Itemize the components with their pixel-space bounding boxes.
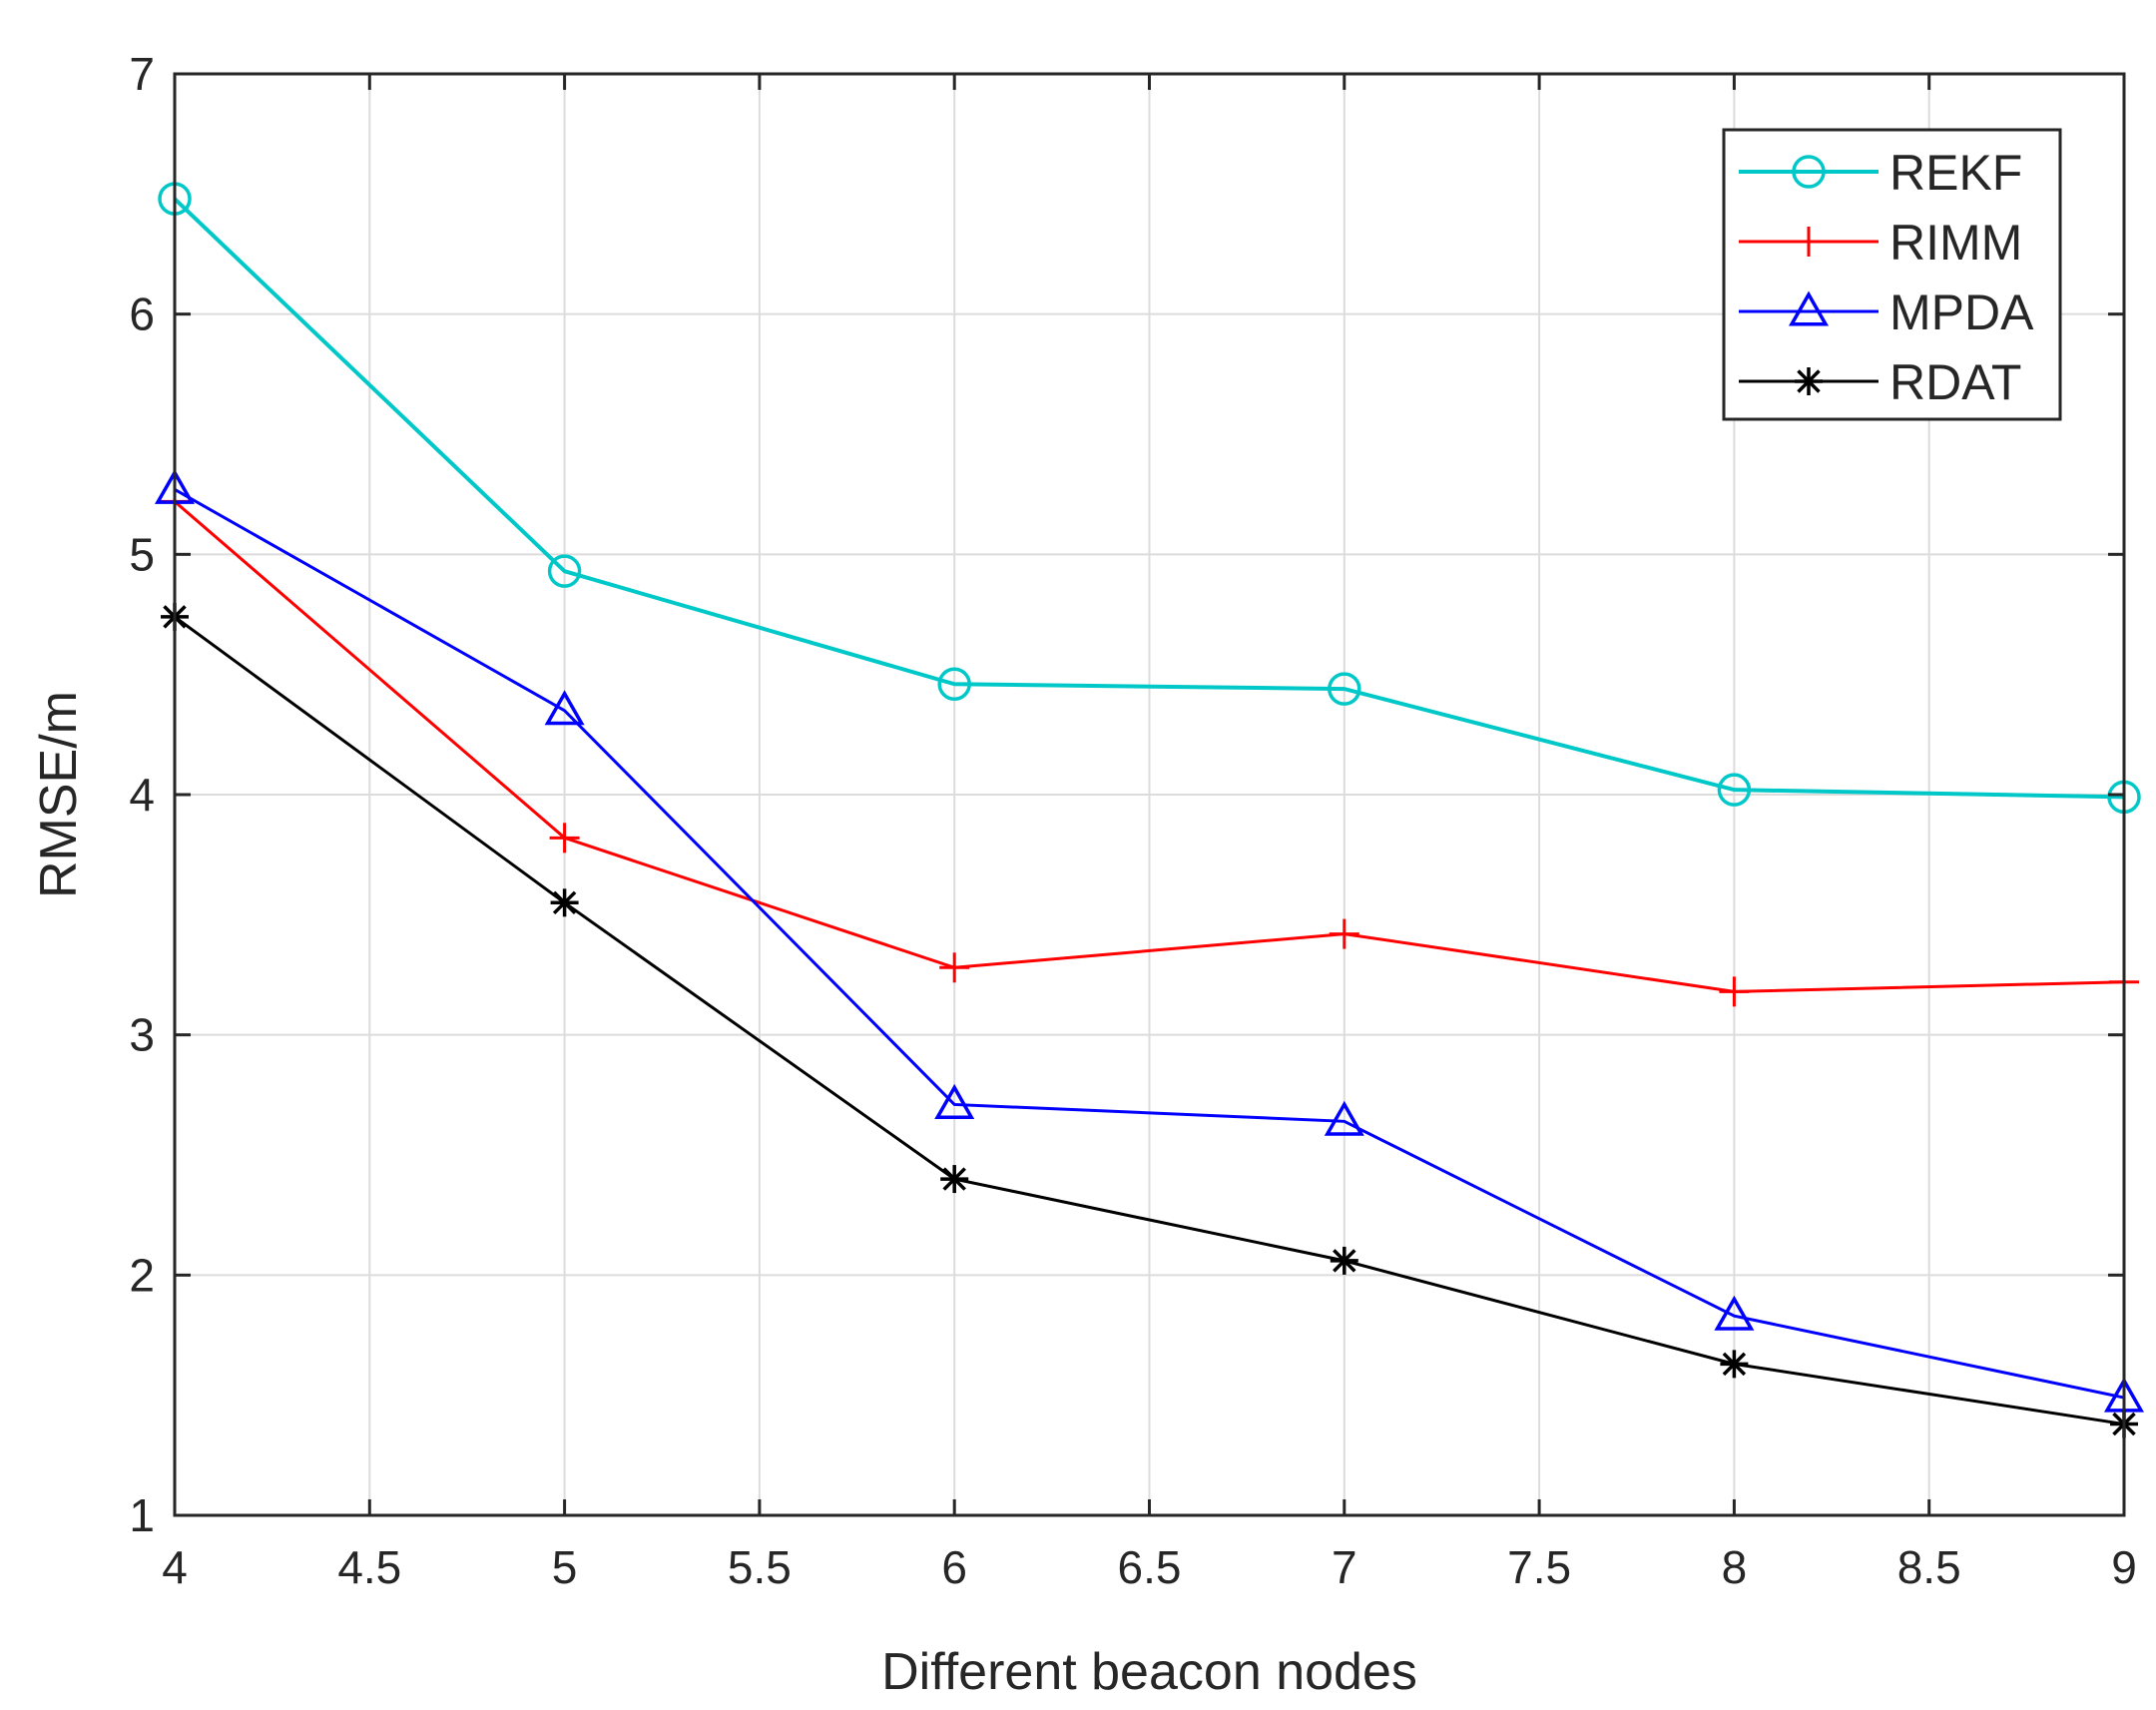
series-line-rdat (174, 615, 2125, 1426)
legend-item-rdat: RDAT (1739, 354, 2021, 410)
x-tick-labels: 4 4.5 5 5.5 6 6.5 7 7.5 8 8.5 9 (162, 1541, 2137, 1593)
legend-label-rekf: REKF (1889, 145, 2022, 201)
x-tick-label: 5.5 (728, 1541, 792, 1593)
y-tick-label: 4 (129, 769, 155, 821)
y-tick-label: 1 (129, 1489, 155, 1541)
series-line-rekf (173, 197, 2125, 800)
x-tick-label: 9 (2111, 1541, 2137, 1593)
data-point-mpda (1324, 1100, 1364, 1136)
data-point-rekf (1717, 773, 1752, 807)
y-tick-labels: 1 2 3 4 5 6 7 (129, 48, 155, 1541)
data-point-rdat (940, 1165, 969, 1194)
x-tick-label: 8.5 (1897, 1541, 1961, 1593)
x-tick-label: 6 (941, 1541, 967, 1593)
x-tick-label: 7 (1332, 1541, 1357, 1593)
x-tick-label: 4 (162, 1541, 188, 1593)
data-point-mpda (1714, 1295, 1755, 1331)
data-point-rimm (939, 952, 970, 983)
series-line-rimm (174, 500, 2125, 993)
data-point-rdat (1330, 1246, 1358, 1275)
y-axis-label: RMSE/m (30, 691, 88, 898)
y-tick-label: 2 (129, 1249, 155, 1301)
data-point-rimm (1719, 976, 1750, 1007)
x-axis-label: Different beacon nodes (881, 1643, 1417, 1701)
data-point-rekf (1328, 672, 1361, 706)
data-point-mpda (934, 1083, 975, 1119)
legend-item-rekf: REKF (1739, 145, 2022, 201)
x-tick-label: 4.5 (337, 1541, 401, 1593)
x-tick-label: 7.5 (1507, 1541, 1571, 1593)
data-point-rekf (547, 554, 582, 588)
legend-item-mpda: MPDA (1739, 285, 2034, 340)
legend-marker-mpda (1788, 290, 1830, 326)
legend-marker-rekf (1792, 155, 1826, 189)
legend-label-rdat: RDAT (1889, 354, 2021, 410)
data-point-rimm (549, 823, 580, 854)
y-tick-label: 7 (129, 48, 155, 100)
data-point-rekf (937, 667, 971, 702)
data-point-rdat (1720, 1350, 1749, 1379)
tick-marks (173, 72, 2126, 1517)
x-tick-label: 8 (1722, 1541, 1748, 1593)
y-tick-label: 5 (129, 528, 155, 580)
data-point-mpda (544, 690, 585, 726)
legend: REKF RIMM MPDA RDAT (1722, 128, 2062, 421)
legend-label-rimm: RIMM (1889, 215, 2022, 271)
y-tick-label: 6 (129, 288, 155, 340)
series-line-mpda (174, 488, 2125, 1400)
data-point-rdat (550, 888, 579, 917)
legend-item-rimm: RIMM (1739, 215, 2022, 271)
legend-marker-rimm (1794, 227, 1824, 257)
x-tick-label: 6.5 (1118, 1541, 1182, 1593)
y-tick-label: 3 (129, 1009, 155, 1061)
legend-marker-rdat (1795, 367, 1823, 395)
data-point-rimm (1329, 918, 1359, 949)
x-tick-label: 5 (552, 1541, 578, 1593)
legend-box (1722, 128, 2062, 421)
legend-label-mpda: MPDA (1889, 285, 2034, 340)
